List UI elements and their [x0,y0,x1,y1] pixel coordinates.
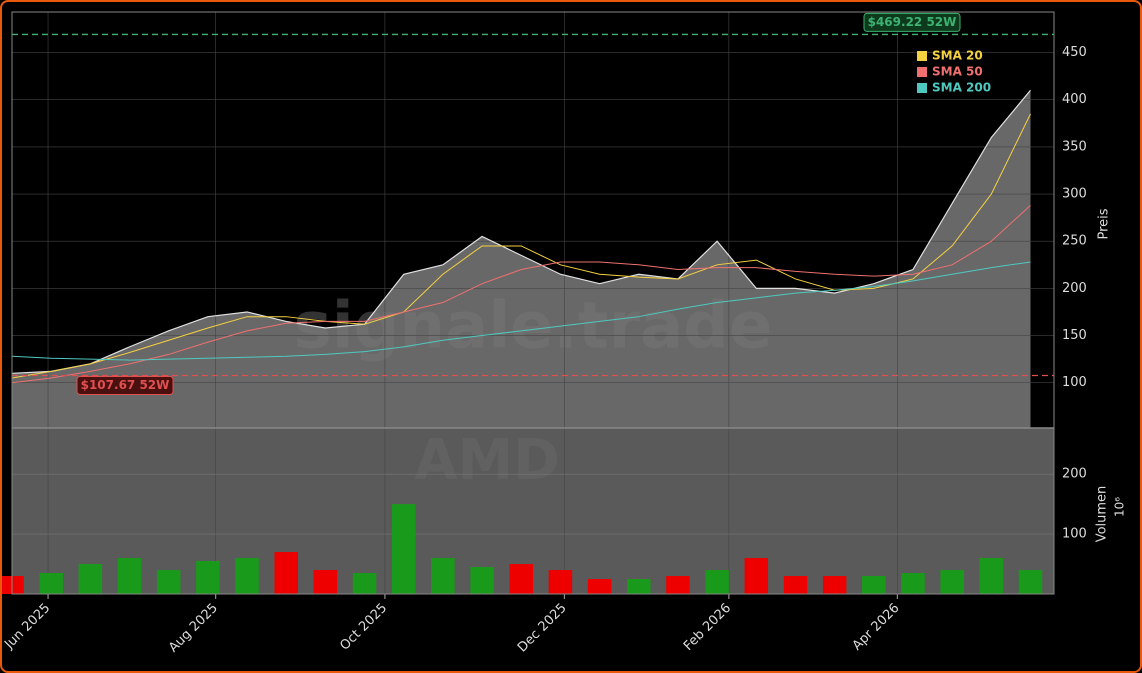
x-tick-label: Dec 2025 [515,601,570,656]
volume-bar [352,573,377,594]
y-tick-label: 200 [1062,467,1087,482]
y-tick-label: 400 [1062,92,1087,107]
y-tick-label: 150 [1062,328,1087,343]
volume-bar [196,561,220,594]
legend-label: SMA 200 [932,81,991,95]
x-tick-label: Jun 2025 [2,601,53,653]
close-line [11,89,1031,374]
sma-line [11,261,1031,361]
volume-bar [313,570,338,594]
volume-bar [822,576,847,594]
volume-bar [78,564,103,594]
y-tick-label: 100 [1062,375,1087,390]
legend-swatch [917,83,927,93]
volume-bar [391,504,416,594]
legend-swatch [917,67,927,77]
y-tick-label: 200 [1062,281,1087,296]
volume-bar [783,576,808,594]
volume-bar [901,573,925,594]
volume-bar [235,558,259,594]
annotation-label: $107.67 52W [81,378,170,392]
volume-bar [979,558,1004,594]
volume-bar [862,576,886,594]
legend-label: SMA 20 [932,49,983,63]
volume-bar [587,579,612,594]
volume-bar [744,558,769,594]
volume-bar [274,552,298,594]
volume-bar [117,558,142,594]
volume-bar [666,576,690,594]
volume-bar [470,567,494,594]
y-axis-label: Preis [1097,208,1112,239]
volume-bar [1018,570,1043,594]
watermark: AMD [414,428,560,493]
volume-bar [431,558,455,594]
volume-bar [627,579,651,594]
volume-bar [705,570,729,594]
y-tick-label: 450 [1062,45,1087,60]
sma-line [11,113,1031,379]
sma-line [11,205,1031,384]
volume-bar [156,570,181,594]
volume-bar [509,564,533,594]
x-tick-label: Aug 2025 [166,601,221,656]
x-tick-label: Oct 2025 [337,601,390,654]
volume-bar [940,570,964,594]
volume-bar [2,576,24,594]
price-area [12,90,1031,428]
frame [11,11,1055,595]
y-tick-label: 300 [1062,187,1087,202]
annotation-box [863,12,961,32]
legend-label: SMA 50 [932,65,983,79]
annotation-box [76,375,174,395]
volume-bar [548,570,573,594]
x-tick-label: Apr 2026 [850,601,903,654]
volume-bar [39,573,63,594]
y-tick-label: 350 [1062,139,1087,154]
y-tick-label: 250 [1062,234,1087,249]
y-tick-label: 100 [1062,527,1087,542]
annotation-label: $469.22 52W [868,15,957,29]
y-axis-label: Volumen [1095,486,1110,543]
x-tick-label: Feb 2026 [681,601,734,654]
y-axis-scale: 10⁶ [1113,497,1127,517]
legend-swatch [917,51,927,61]
